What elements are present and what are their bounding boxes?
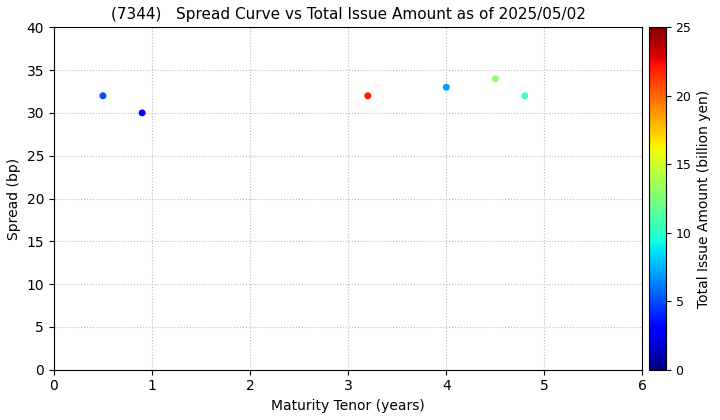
Y-axis label: Spread (bp): Spread (bp) [7, 158, 21, 239]
Point [519, 92, 531, 99]
Title: (7344)   Spread Curve vs Total Issue Amount as of 2025/05/02: (7344) Spread Curve vs Total Issue Amoun… [111, 7, 585, 22]
Point [97, 92, 109, 99]
X-axis label: Maturity Tenor (years): Maturity Tenor (years) [271, 399, 425, 413]
Y-axis label: Total Issue Amount (billion yen): Total Issue Amount (billion yen) [697, 89, 711, 307]
Point [490, 75, 501, 82]
Point [136, 110, 148, 116]
Point [362, 92, 374, 99]
Point [441, 84, 452, 91]
